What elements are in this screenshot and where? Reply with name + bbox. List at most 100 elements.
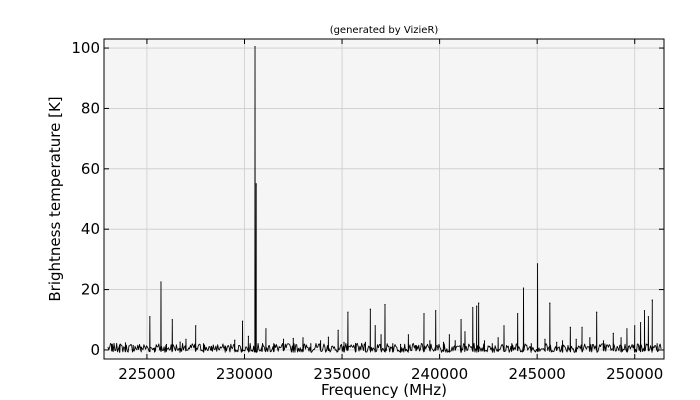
- spectrum-peak: [483, 340, 486, 342]
- x-tick-label: 230000: [216, 365, 273, 383]
- spectrum-peak: [407, 334, 409, 336]
- ticks: 225000 230000 235000 240000 245000 250000 0 20 4…: [71, 39, 664, 383]
- spectrum-peak: [132, 345, 134, 347]
- x-tick-label: 245000: [509, 365, 566, 383]
- spectrum-peak: [522, 287, 525, 289]
- y-tick-label: 80: [81, 99, 100, 117]
- spectrum-peak: [241, 320, 244, 322]
- spectrum-peak: [234, 339, 236, 341]
- x-tick-label: 240000: [411, 365, 468, 383]
- spectrum-peak: [415, 345, 417, 347]
- spectrum-peak: [292, 337, 294, 340]
- spectrum-peak: [581, 326, 583, 328]
- spectrum-peak: [171, 319, 173, 321]
- spectrum-peak: [302, 337, 304, 339]
- series-spectrum: [107, 45, 662, 353]
- spectrum-peak: [111, 346, 113, 349]
- y-tick-label: 20: [81, 281, 100, 299]
- spectrum-peak: [380, 334, 382, 336]
- spectrum-peak: [224, 345, 226, 347]
- spectrum-peak: [195, 325, 197, 327]
- spectrum-peak: [140, 346, 142, 348]
- spectrum-peak: [634, 325, 636, 327]
- spectrum-peak: [561, 340, 564, 342]
- spectrum-peak: [423, 313, 425, 315]
- spectrum-peak: [179, 341, 181, 343]
- spectrum-peak: [319, 340, 322, 342]
- spectrum-peak: [476, 305, 478, 307]
- spectrum-peak: [602, 340, 605, 342]
- spectrum-peak: [442, 341, 445, 343]
- spectrum-peak: [544, 338, 546, 340]
- spectrum-peak: [478, 302, 480, 304]
- spectrum-peak: [255, 183, 257, 185]
- spectrum-peak: [517, 313, 519, 315]
- spectrum-peak: [384, 304, 386, 306]
- spectrum-peak: [364, 341, 367, 343]
- y-axis-title: Brightness temperature [K]: [46, 96, 64, 301]
- spectrum-peak: [149, 316, 151, 318]
- x-axis-title: Frequency (MHz): [321, 381, 447, 399]
- spectrum-peak: [124, 342, 127, 344]
- spectrum-peak: [556, 341, 558, 343]
- spectrum-peak: [626, 328, 628, 330]
- spectrum-peak: [491, 343, 493, 345]
- spectrum-peak: [589, 337, 591, 339]
- spectrum-peak: [549, 302, 551, 304]
- spectrum-line: [107, 46, 662, 353]
- spectrum-peak: [454, 340, 456, 342]
- plot-frame: [103, 38, 665, 360]
- spectrum-peak: [647, 316, 649, 318]
- spectrum-peak: [536, 263, 539, 265]
- spectrum-peak: [460, 319, 462, 321]
- spectrum-peak: [643, 310, 646, 312]
- spectrum-peak: [399, 343, 402, 346]
- spectrum-peak: [154, 347, 156, 349]
- chart-title: (generated by VizieR): [330, 25, 439, 36]
- spectrum-peak: [160, 281, 162, 283]
- plot-area: [104, 39, 664, 359]
- y-tick-label: 100: [71, 39, 100, 57]
- y-tick-label: 0: [90, 341, 100, 359]
- spectrum-peak: [511, 343, 513, 345]
- spectrum-peak: [273, 343, 275, 345]
- spectrum-peak: [185, 338, 187, 340]
- spectrum-peak: [448, 334, 450, 336]
- spectrum-peak: [596, 311, 598, 313]
- y-tick-label: 40: [81, 220, 100, 238]
- spectrum-peak: [247, 335, 249, 337]
- spectrum-peak: [265, 328, 267, 330]
- x-tick-label: 250000: [606, 365, 663, 383]
- spectrum-peak: [464, 331, 466, 333]
- spectrum-peak: [202, 343, 205, 345]
- x-tick-label: 235000: [313, 365, 370, 383]
- spectrum-peak: [261, 345, 263, 347]
- spectrum-peak: [374, 325, 376, 327]
- spectrum-peak: [651, 299, 653, 301]
- spectrum-peak: [530, 343, 532, 345]
- spectrum-peak: [656, 343, 658, 345]
- spectrum-peak: [310, 343, 312, 345]
- spectrum-peak: [254, 45, 256, 48]
- spectrum-peak: [503, 325, 505, 327]
- spectrum-peak: [327, 336, 329, 338]
- spectrum-peak: [337, 329, 339, 331]
- spectrum-peak: [612, 332, 614, 334]
- spectrum-peak: [119, 344, 121, 346]
- spectrum-peak: [620, 337, 622, 339]
- spectrum-peak: [429, 340, 431, 342]
- spectrum-peak: [347, 311, 349, 313]
- spectrum-peak: [355, 345, 357, 347]
- spectrum-peak: [639, 322, 642, 324]
- spectrum-peak: [472, 307, 474, 309]
- spectrum-peak: [435, 310, 437, 312]
- spectrum-peak: [369, 308, 371, 310]
- spectrum-peak: [210, 346, 212, 348]
- spectrum-peak: [282, 338, 285, 340]
- spectrum-peak: [165, 343, 168, 346]
- spectrum-peak: [343, 341, 345, 343]
- y-tick-label: 60: [81, 160, 100, 178]
- spectrum-peak: [392, 343, 394, 345]
- x-tick-label: 225000: [118, 365, 175, 383]
